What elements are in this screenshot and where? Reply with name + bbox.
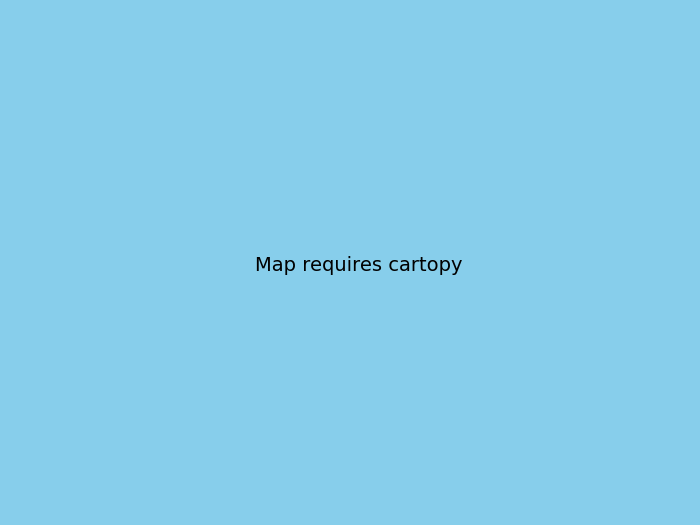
Text: Map requires cartopy: Map requires cartopy	[255, 256, 463, 275]
